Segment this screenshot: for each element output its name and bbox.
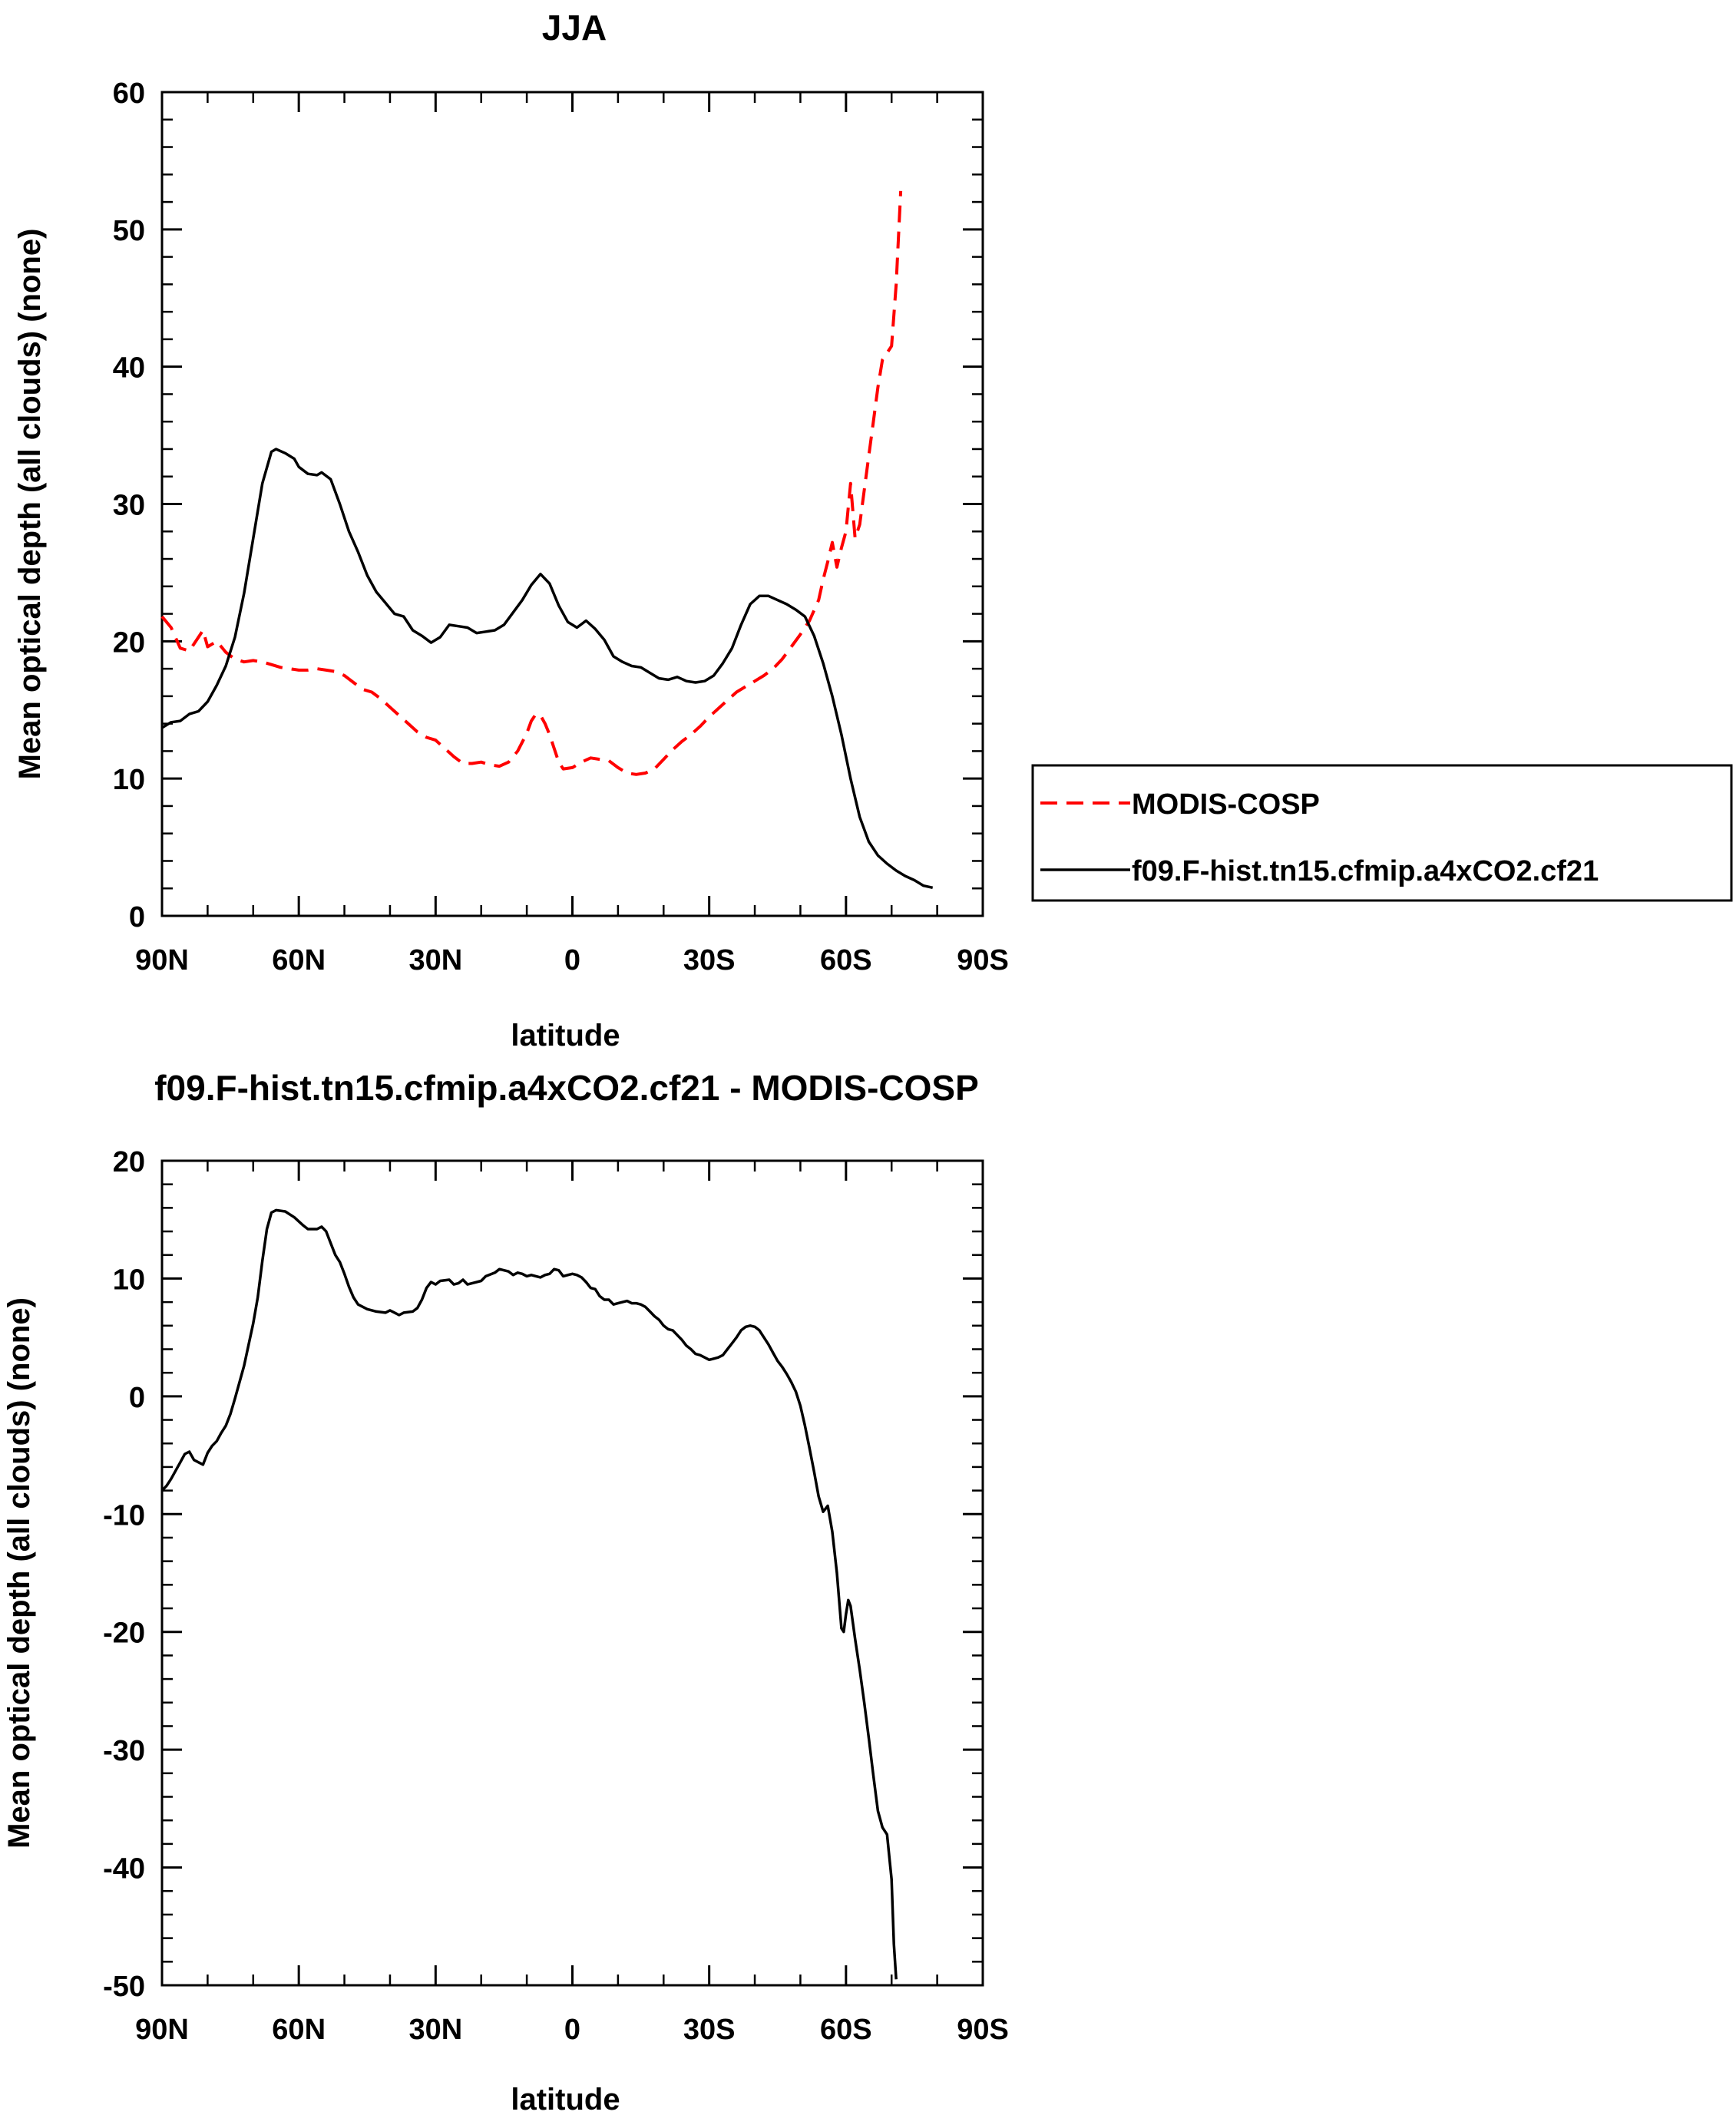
legend-box [1031,764,1733,902]
y-tick-label: -20 [103,1618,145,1650]
y-tick-label: 40 [113,352,145,385]
y-tick-label: -30 [103,1735,145,1767]
x-tick-label: 90S [957,2014,1009,2046]
x-tick-label: 0 [564,944,580,977]
x-tick-label: 60S [820,944,872,977]
plot-frame [160,91,984,917]
x-tick-label: 90N [135,2014,189,2046]
x-tick-label: 30N [408,944,462,977]
y-tick-label: -10 [103,1499,145,1532]
legend: MODIS-COSP f09.F-hist.tn15.cfmip.a4xCO2.c… [1031,764,1733,902]
series-line-model [161,448,934,890]
x-tick-label: 60N [272,944,326,977]
y-tick-label: 0 [129,1382,145,1414]
panel-bottom: f09.F-hist.tn15.cfmip.a4xCO2.cf21 - MODI… [2,1068,1009,2115]
x-tick-label: 60N [272,2014,326,2046]
x-axis-label: latitude [511,2083,620,2115]
chart-title: JJA [542,8,607,48]
y-tick-label: 30 [113,490,145,522]
x-axis-label: latitude [511,1019,620,1053]
x-tick-label: 90N [135,944,189,977]
y-tick-label: 0 [129,901,145,934]
legend-entry: f09.F-hist.tn15.cfmip.a4xCO2.cf21 [1132,855,1599,887]
series-line-modis-cosp [160,190,903,776]
chart-title: f09.F-hist.tn15.cfmip.a4xCO2.cf21 - MODI… [154,1068,979,1108]
y-axis-label: Mean optical depth (all clouds) (none) [13,229,47,780]
y-tick-label: 50 [113,215,145,247]
y-axis-label: Mean optical depth (all clouds) (none) [2,1297,36,1849]
x-tick-label: 30N [408,2014,462,2046]
x-tick-label: 90S [957,944,1009,977]
series-line-difference [160,1208,898,1980]
x-tick-label: 30S [683,2014,736,2046]
y-tick-label: 60 [113,78,145,110]
y-tick-label: -50 [103,1971,145,2003]
panel-top: JJA 90N 60N 30N 0 30S 60S 90S 0 10 20 30 40 50 60 latit… [13,8,1009,1053]
y-tick-label: 10 [113,1264,145,1296]
y-tick-label: -40 [103,1853,145,1885]
y-tick-label: 20 [113,1146,145,1178]
x-tick-label: 30S [683,944,736,977]
x-tick-label: 0 [564,2014,580,2046]
x-tick-label: 60S [820,2014,872,2046]
y-tick-label: 20 [113,626,145,659]
y-tick-label: 10 [113,764,145,796]
plot-frame [160,1159,984,1987]
legend-entry: MODIS-COSP [1132,788,1320,821]
